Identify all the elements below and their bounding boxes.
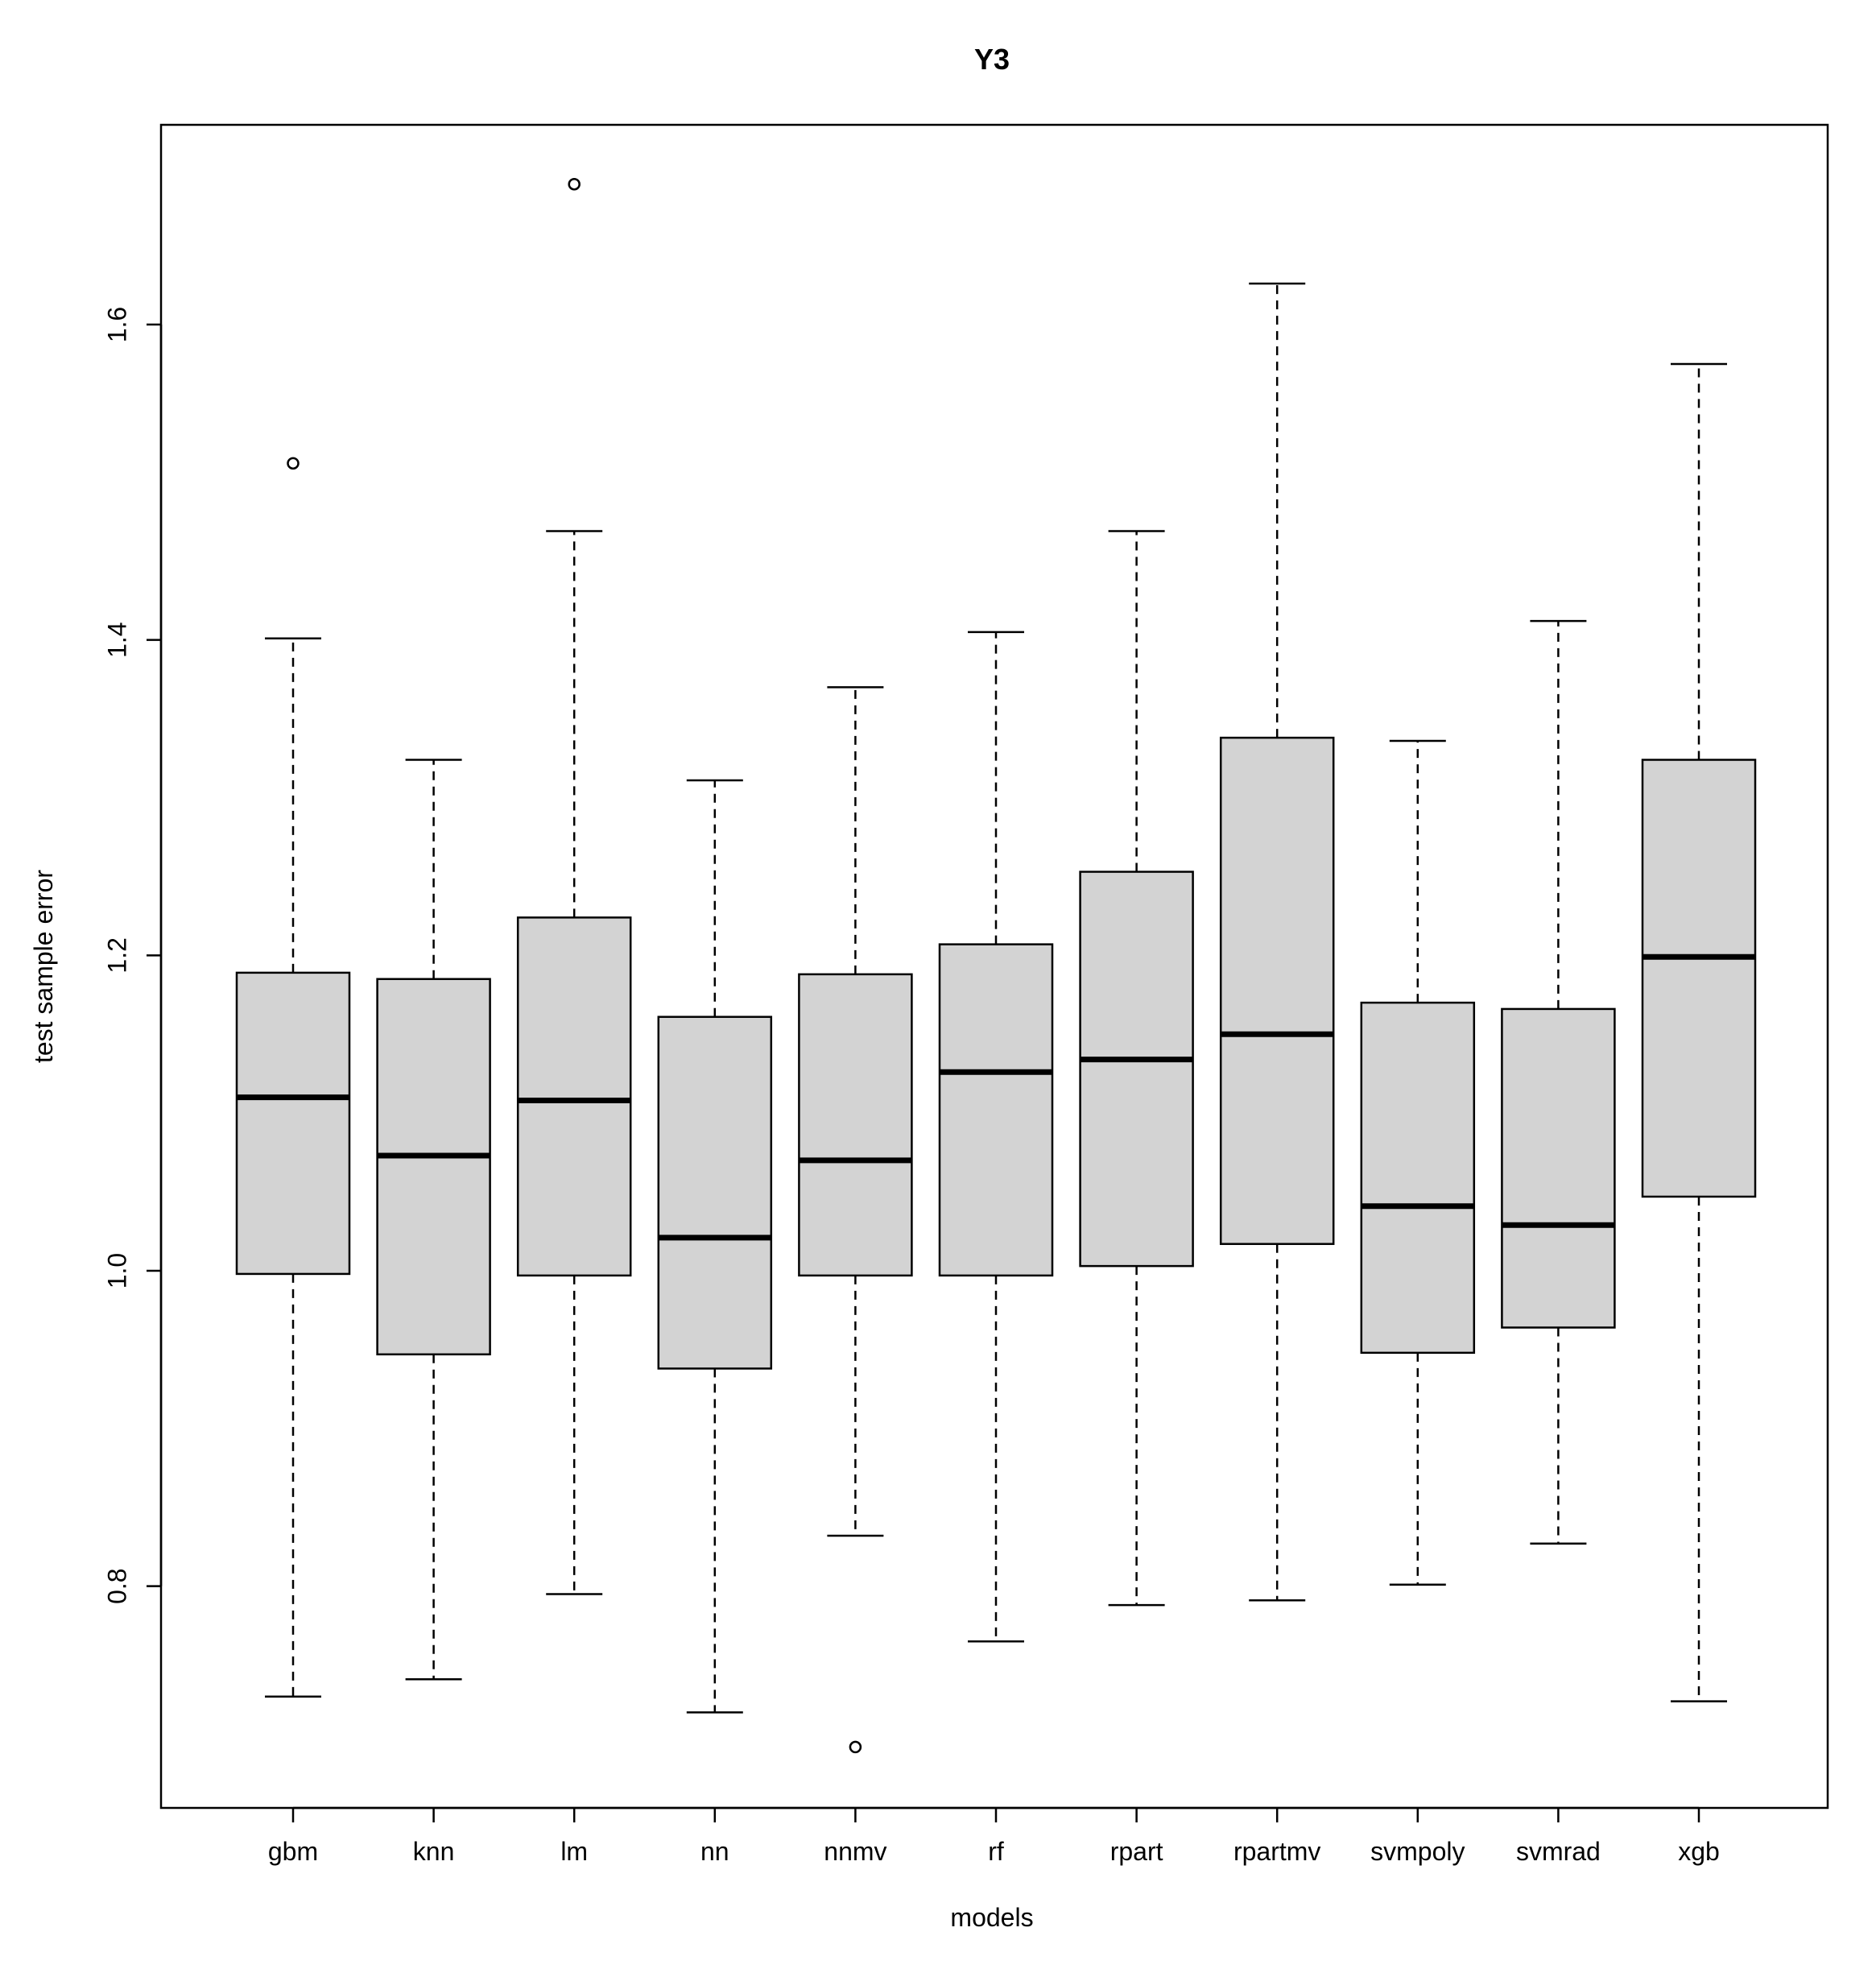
- box-rpartmv: [1219, 282, 1335, 1602]
- x-axis-label: models: [950, 1903, 1033, 1932]
- box-iqr: [376, 978, 491, 1356]
- x-tick-label: rpartmv: [1233, 1837, 1320, 1866]
- box-nn: [657, 779, 773, 1714]
- box-knn: [376, 759, 491, 1681]
- y-tick-label: 1.0: [102, 1253, 131, 1288]
- chart-title: Y3: [974, 43, 1010, 76]
- box-iqr: [516, 916, 632, 1277]
- outlier-point: [568, 177, 581, 191]
- box-gbm: [235, 457, 351, 1698]
- x-tick-label: rf: [988, 1837, 1004, 1866]
- box-nnmv: [798, 686, 913, 1754]
- box-svmpoly: [1360, 739, 1476, 1586]
- y-tick-label: 0.8: [102, 1568, 131, 1603]
- boxes-layer: [235, 177, 1757, 1754]
- x-tick-label: nnmv: [824, 1837, 886, 1866]
- y-axis: 0.8 1.0 1.2 1.4 1.6: [102, 307, 163, 1604]
- y-tick-label: 1.6: [102, 307, 131, 342]
- box-iqr: [1501, 1007, 1616, 1329]
- box-iqr: [1360, 1001, 1476, 1355]
- box-iqr: [938, 943, 1054, 1277]
- box-iqr: [1219, 736, 1335, 1245]
- y-tick-label: 1.4: [102, 622, 131, 657]
- box-rpart: [1079, 530, 1194, 1607]
- y-tick-label: 1.2: [102, 937, 131, 973]
- outlier-point: [849, 1740, 862, 1754]
- x-tick-label: nn: [700, 1837, 729, 1866]
- box-iqr: [1079, 871, 1194, 1268]
- box-iqr: [1641, 759, 1757, 1198]
- x-tick-label: rpart: [1110, 1837, 1163, 1866]
- x-tick-label: lm: [560, 1837, 588, 1866]
- box-iqr: [657, 1015, 773, 1370]
- x-tick-label: knn: [413, 1837, 455, 1866]
- y-axis-label: test sample error: [29, 870, 58, 1063]
- x-tick-label: gbm: [268, 1837, 318, 1866]
- outlier-point: [287, 457, 300, 470]
- box-lm: [516, 177, 632, 1595]
- box-svmrad: [1501, 619, 1616, 1545]
- box-iqr: [235, 971, 351, 1276]
- box-xgb: [1641, 362, 1757, 1702]
- x-axis: gbm knn lm nn nnmv rf rpart rpartmv svmpoly svmra…: [268, 1806, 1720, 1866]
- box-iqr: [798, 973, 913, 1277]
- box-rf: [938, 631, 1054, 1643]
- x-tick-label: svmrad: [1516, 1837, 1601, 1866]
- x-tick-label: xgb: [1678, 1837, 1720, 1866]
- x-tick-label: svmpoly: [1370, 1837, 1465, 1866]
